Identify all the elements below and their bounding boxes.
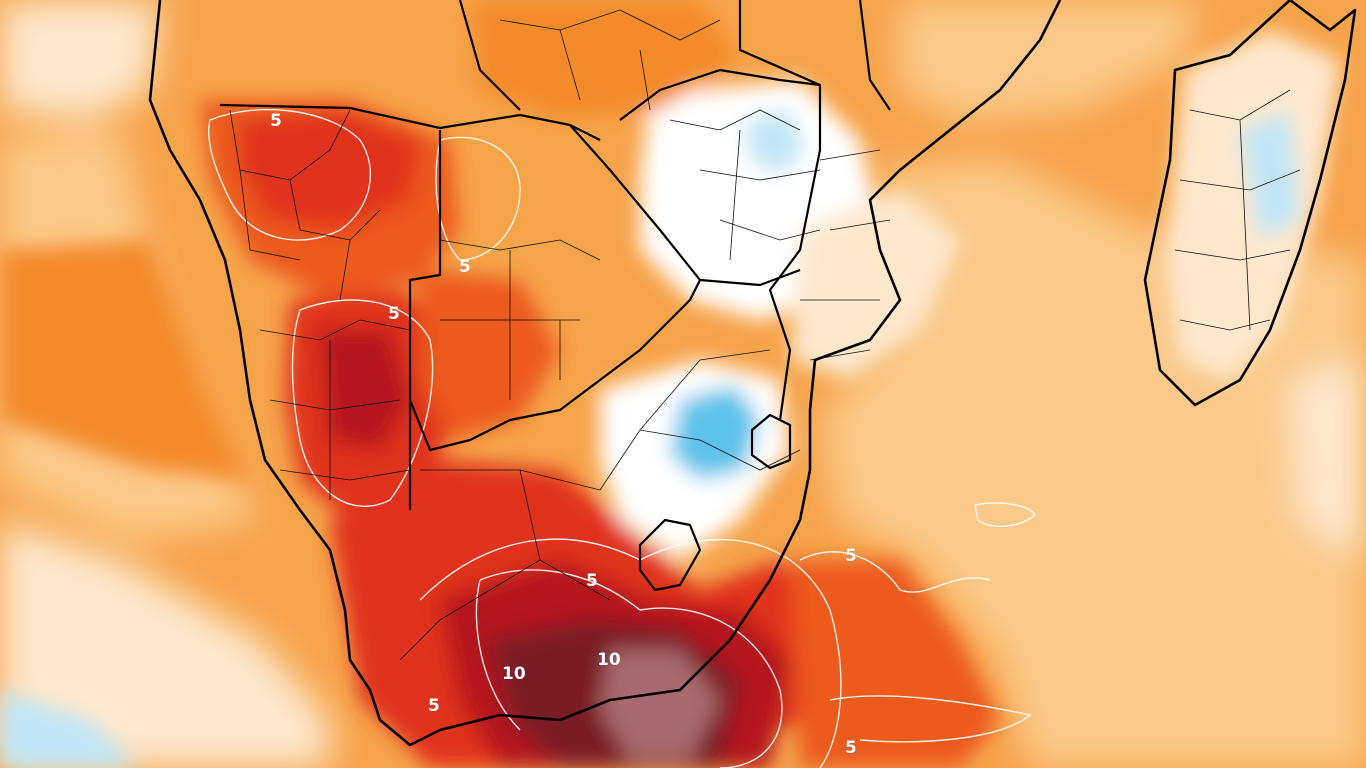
province-borders-zimbabwe xyxy=(669,109,821,261)
contour-5-ocean-far-east xyxy=(974,502,1036,528)
contour-label: 5 xyxy=(586,571,598,591)
blue-zone-highveld xyxy=(670,385,760,480)
blue-zone-southwest-corner xyxy=(0,690,140,768)
pale-zone-southwest xyxy=(0,520,330,768)
province-borders-namibia xyxy=(259,319,411,500)
contour-5-ocean-east xyxy=(799,551,991,593)
botswana-south-africa-border xyxy=(408,279,701,452)
contour-labels: 5 5 5 5 5 5 5 10 10 xyxy=(270,111,857,759)
africa-coastline xyxy=(148,0,1062,747)
province-borders-botswana xyxy=(439,239,601,400)
red-zone-angola-core xyxy=(240,110,420,230)
light-zone-north-ocean xyxy=(900,0,1200,120)
borders-internal xyxy=(229,9,1301,661)
province-borders-south-africa xyxy=(399,349,801,661)
contour-5-namibia xyxy=(291,299,434,507)
pale-zone-northwest xyxy=(0,0,160,120)
light-blue-zone-zimbabwe xyxy=(745,110,805,175)
contour-label: 5 xyxy=(459,257,471,277)
contour-5-angola xyxy=(208,108,372,241)
zambia-zimbabwe-border xyxy=(569,124,801,287)
pale-zone-far-east xyxy=(1290,360,1366,560)
contour-label: 5 xyxy=(270,111,282,131)
angola-namibia-border xyxy=(219,103,601,141)
contour-label: 5 xyxy=(845,738,857,758)
zimbabwe-mozambique-border xyxy=(619,68,822,421)
contour-label: 5 xyxy=(388,304,400,324)
red-orange-zone-west-ocean xyxy=(0,240,250,480)
white-zone-mozambique xyxy=(790,190,960,380)
province-borders-angola xyxy=(229,109,381,301)
anomaly-contours xyxy=(208,108,1036,768)
contour-label: 10 xyxy=(502,664,526,684)
mauve-zone-eastern-cape xyxy=(600,650,720,760)
red-zone-botswana-west xyxy=(420,270,560,440)
namibia-botswana-border xyxy=(408,130,442,510)
province-borders-mozambique xyxy=(800,149,891,361)
madagascar-coastline xyxy=(1143,0,1357,407)
contour-5-south xyxy=(419,538,842,768)
lesotho-border xyxy=(638,518,702,592)
contour-label: 5 xyxy=(428,696,440,716)
province-borders-madagascar xyxy=(1174,89,1301,331)
contour-label: 10 xyxy=(597,650,621,670)
dark-red-zone-namibia-core xyxy=(320,330,410,450)
light-blue-zone-madagascar xyxy=(1240,110,1300,240)
eswatini-border xyxy=(750,413,792,470)
orange-zone-angola-east xyxy=(470,0,740,120)
contour-label: 5 xyxy=(845,546,857,566)
red-orange-zone-offshore xyxy=(790,560,1000,768)
zambia-north-border xyxy=(458,0,891,111)
contour-5-botswana xyxy=(435,136,521,261)
coastlines xyxy=(148,0,1357,747)
borders-national xyxy=(219,0,891,592)
contour-5-ocean-southeast xyxy=(829,695,1032,743)
white-zone-madagascar xyxy=(1165,30,1340,380)
